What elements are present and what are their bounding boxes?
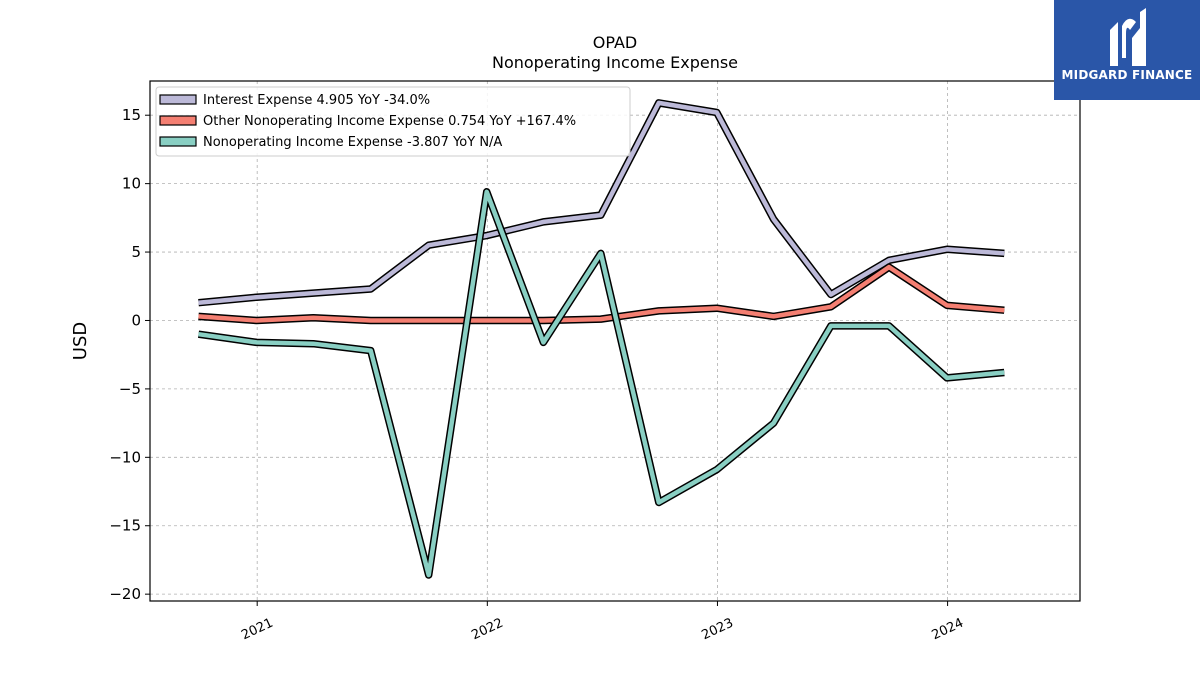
y-tick-label: −5 bbox=[119, 380, 141, 398]
x-tick-label: 2021 bbox=[239, 616, 275, 644]
y-tick-label: −20 bbox=[109, 585, 141, 603]
y-axis-label: USD bbox=[70, 322, 91, 360]
legend-label-other: Other Nonoperating Income Expense 0.754 … bbox=[203, 114, 576, 129]
plot-frame bbox=[149, 80, 1081, 602]
brand-logo: MIDGARD FINANCE bbox=[1054, 0, 1200, 100]
legend-swatch-interest bbox=[159, 94, 197, 105]
nonoperating-income-line bbox=[198, 189, 1005, 578]
interest-expense-line bbox=[198, 100, 1005, 305]
legend-label-interest: Interest Expense 4.905 YoY -34.0% bbox=[203, 93, 430, 108]
y-tick-label: 0 bbox=[131, 311, 141, 329]
x-tick-label: 2024 bbox=[930, 616, 966, 644]
chart-title: OPAD bbox=[593, 33, 637, 52]
legend-box bbox=[155, 86, 631, 157]
legend-label-nonop: Nonoperating Income Expense -3.807 YoY N… bbox=[203, 135, 502, 150]
chart-subtitle: Nonoperating Income Expense bbox=[492, 53, 738, 72]
series-layer bbox=[197, 99, 1005, 579]
y-tick-label: 15 bbox=[122, 106, 141, 124]
y-tick-label: 5 bbox=[131, 243, 141, 261]
x-tick-label: 2022 bbox=[469, 616, 505, 644]
brand-name: MIDGARD FINANCE bbox=[1061, 68, 1193, 82]
legend-swatch-other bbox=[159, 115, 197, 126]
x-tick-label: 2023 bbox=[700, 616, 736, 644]
legend: Interest Expense 4.905 YoY -34.0% Other … bbox=[155, 86, 631, 157]
midgard-logo-icon bbox=[1110, 8, 1146, 66]
y-tick-label: −10 bbox=[109, 448, 141, 466]
y-axis: 15 10 5 0 −5 −10 −15 −20 bbox=[109, 106, 150, 603]
other-nonoperating-line bbox=[198, 264, 1005, 323]
y-tick-label: 10 bbox=[122, 175, 141, 193]
legend-swatch-nonop bbox=[159, 136, 197, 147]
x-axis: 2021 2022 2023 2024 bbox=[239, 601, 966, 643]
y-tick-label: −15 bbox=[109, 517, 141, 535]
